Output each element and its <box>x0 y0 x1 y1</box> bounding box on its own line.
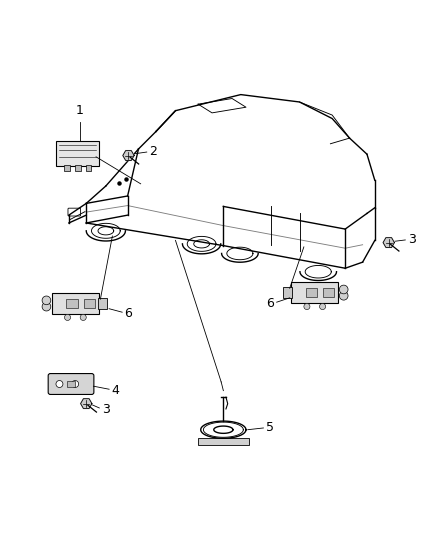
Circle shape <box>320 303 325 310</box>
Polygon shape <box>383 238 394 247</box>
Text: 3: 3 <box>408 233 416 246</box>
Bar <box>75 165 81 171</box>
Bar <box>64 165 70 171</box>
Text: 6: 6 <box>267 297 275 310</box>
Polygon shape <box>123 151 134 160</box>
Circle shape <box>80 314 86 320</box>
Text: 4: 4 <box>112 384 120 397</box>
Bar <box>84 300 95 308</box>
Polygon shape <box>81 399 92 408</box>
Circle shape <box>56 381 63 387</box>
FancyBboxPatch shape <box>56 141 99 166</box>
Text: 6: 6 <box>124 307 132 320</box>
Circle shape <box>42 296 51 305</box>
Circle shape <box>304 303 310 310</box>
Bar <box>283 287 292 298</box>
Text: 3: 3 <box>102 403 110 416</box>
Text: 1: 1 <box>76 104 84 117</box>
FancyBboxPatch shape <box>291 282 338 303</box>
Circle shape <box>339 292 348 300</box>
FancyBboxPatch shape <box>48 374 94 394</box>
Bar <box>98 298 107 309</box>
Circle shape <box>42 302 51 311</box>
Bar <box>306 288 317 297</box>
Text: 2: 2 <box>149 145 157 158</box>
Bar <box>86 165 92 171</box>
FancyBboxPatch shape <box>198 438 249 445</box>
FancyBboxPatch shape <box>52 293 99 314</box>
Bar <box>323 288 334 297</box>
Circle shape <box>64 314 71 320</box>
Text: 5: 5 <box>266 421 274 434</box>
Bar <box>67 381 75 387</box>
Bar <box>66 300 78 308</box>
Circle shape <box>339 285 348 294</box>
Circle shape <box>72 381 79 387</box>
